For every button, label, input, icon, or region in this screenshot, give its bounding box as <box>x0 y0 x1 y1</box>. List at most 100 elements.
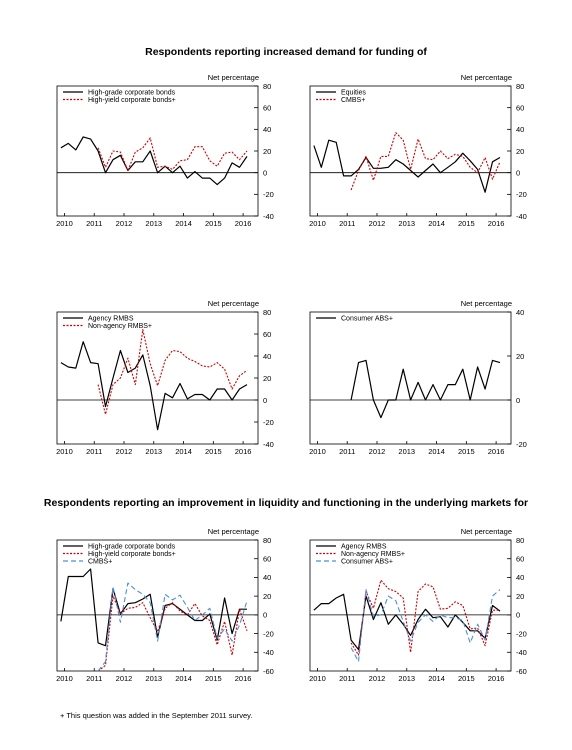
y-tick-label: 0 <box>263 396 267 405</box>
series-line-high-yield-corporate-bonds <box>97 595 248 672</box>
y-tick-label: -40 <box>516 212 527 221</box>
x-tick-label: 2016 <box>488 447 505 456</box>
series-line-cmbs <box>97 582 248 672</box>
y-tick-label: 20 <box>516 352 524 361</box>
legend-label: Non-agency RMBS+ <box>88 323 152 330</box>
y-tick-label: 20 <box>263 147 271 156</box>
y-tick-label: 80 <box>516 82 524 91</box>
series-line-consumer-abs <box>350 359 501 419</box>
series-line-agency-rmbs <box>60 341 248 431</box>
x-tick-label: 2010 <box>309 674 326 683</box>
demand-section-title: Respondents reporting increased demand f… <box>145 46 427 58</box>
x-tick-label: 2011 <box>339 219 355 228</box>
y-tick-label: 60 <box>263 555 271 564</box>
x-tick-label: 2014 <box>428 674 445 683</box>
x-tick-label: 2016 <box>488 674 505 683</box>
x-tick-label: 2012 <box>116 447 133 456</box>
legend-label: Non-agency RMBS+ <box>341 551 405 558</box>
y-tick-label: 80 <box>263 536 271 545</box>
y-tick-label: -20 <box>516 440 527 449</box>
series-line-equities <box>313 139 501 193</box>
plot-frame <box>309 539 512 672</box>
y-tick-label: 20 <box>263 592 271 601</box>
y-tick-label: 20 <box>516 592 524 601</box>
x-tick-label: 2011 <box>339 674 355 683</box>
y-axis-label: Net percentage <box>208 527 259 536</box>
x-tick-label: 2013 <box>145 447 162 456</box>
x-tick-label: 2011 <box>86 219 102 228</box>
x-tick-label: 2010 <box>309 219 326 228</box>
series-line-non-agency-rmbs <box>97 329 248 415</box>
y-tick-label: 40 <box>263 125 271 134</box>
x-tick-label: 2016 <box>235 674 252 683</box>
y-tick-label: -40 <box>263 648 274 657</box>
legend-label: Consumer ABS+ <box>341 559 393 566</box>
y-tick-label: 0 <box>516 396 520 405</box>
x-tick-label: 2013 <box>398 674 415 683</box>
x-tick-label: 2012 <box>116 219 133 228</box>
x-tick-label: 2010 <box>309 447 326 456</box>
y-tick-label: 60 <box>516 555 524 564</box>
legend-label: High-grade corporate bonds <box>88 90 176 97</box>
x-tick-label: 2010 <box>56 219 73 228</box>
footnote: + This question was added in the Septemb… <box>60 711 253 720</box>
y-tick-label: -40 <box>263 440 274 449</box>
y-tick-label: 80 <box>263 82 271 91</box>
y-tick-label: -40 <box>516 648 527 657</box>
liquidity-section-title: Respondents reporting an improvement in … <box>43 497 529 509</box>
plot-frame <box>56 539 259 672</box>
y-tick-label: 0 <box>263 168 267 177</box>
legend-label: High-yield corporate bonds+ <box>88 97 176 104</box>
y-tick-label: 40 <box>263 573 271 582</box>
series-line-high-grade-corporate-bonds <box>60 568 247 647</box>
y-tick-label: 80 <box>263 308 271 317</box>
legend-label: Agency RMBS <box>88 316 134 323</box>
x-tick-label: 2016 <box>488 219 505 228</box>
y-axis-label: Net percentage <box>461 73 512 82</box>
x-tick-label: 2014 <box>175 219 192 228</box>
x-tick-label: 2012 <box>369 219 386 228</box>
y-tick-label: -20 <box>263 190 274 199</box>
x-tick-label: 2012 <box>369 674 386 683</box>
x-tick-label: 2011 <box>339 447 355 456</box>
x-tick-label: 2010 <box>56 674 73 683</box>
y-tick-label: 80 <box>516 536 524 545</box>
x-tick-label: 2011 <box>86 674 102 683</box>
series-line-high-grade-corporate-bonds <box>60 136 248 186</box>
x-tick-label: 2013 <box>398 219 415 228</box>
plot-frame <box>309 311 512 445</box>
x-tick-label: 2014 <box>428 447 445 456</box>
x-tick-label: 2012 <box>369 447 386 456</box>
y-tick-label: 0 <box>263 611 267 620</box>
x-tick-label: 2012 <box>116 674 133 683</box>
legend-label: Equities <box>341 90 366 97</box>
series-line-cmbs <box>350 132 501 191</box>
legend-label: CMBS+ <box>88 559 112 566</box>
y-tick-label: -60 <box>263 667 274 676</box>
x-tick-label: 2013 <box>398 447 415 456</box>
x-tick-label: 2015 <box>458 447 475 456</box>
x-tick-label: 2015 <box>458 219 475 228</box>
y-tick-label: 0 <box>516 611 520 620</box>
y-tick-label: -60 <box>516 667 527 676</box>
x-tick-label: 2011 <box>86 447 102 456</box>
y-tick-label: 40 <box>516 308 524 317</box>
x-tick-label: 2010 <box>56 447 73 456</box>
legend-label: High-yield corporate bonds+ <box>88 551 176 558</box>
x-tick-label: 2015 <box>205 447 222 456</box>
y-tick-label: 40 <box>516 573 524 582</box>
y-tick-label: -20 <box>263 418 274 427</box>
y-tick-label: 0 <box>516 168 520 177</box>
y-tick-label: -40 <box>263 212 274 221</box>
x-tick-label: 2013 <box>145 219 162 228</box>
series-line-non-agency-rmbs <box>350 579 500 656</box>
legend-label: CMBS+ <box>341 97 365 104</box>
legend-label: Agency RMBS <box>341 544 387 551</box>
y-tick-label: 60 <box>263 330 271 339</box>
x-tick-label: 2014 <box>175 674 192 683</box>
y-tick-label: -20 <box>263 629 274 638</box>
